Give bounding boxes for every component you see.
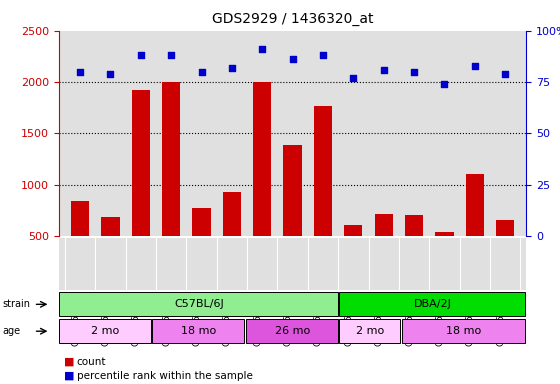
Point <box>258 46 267 52</box>
Bar <box>152 319 244 343</box>
Bar <box>339 292 525 316</box>
Point <box>197 69 206 75</box>
Bar <box>59 319 151 343</box>
Bar <box>223 192 241 288</box>
Bar <box>132 90 150 288</box>
Text: ■: ■ <box>64 357 75 367</box>
Point <box>76 69 85 75</box>
Point <box>167 52 176 58</box>
Text: 18 mo: 18 mo <box>446 326 482 336</box>
Text: ■: ■ <box>64 371 75 381</box>
Point <box>349 75 358 81</box>
Bar <box>435 232 454 288</box>
Text: 2 mo: 2 mo <box>356 326 385 336</box>
Bar <box>344 225 362 288</box>
Bar <box>283 145 302 288</box>
Point <box>136 52 145 58</box>
Point <box>227 65 236 71</box>
Text: GDS2929 / 1436320_at: GDS2929 / 1436320_at <box>212 12 374 25</box>
Bar <box>466 174 484 288</box>
Bar <box>375 214 393 288</box>
Point <box>409 69 418 75</box>
Text: 18 mo: 18 mo <box>181 326 217 336</box>
Text: DBA/2J: DBA/2J <box>414 299 452 310</box>
Bar <box>253 82 272 288</box>
Bar <box>246 319 338 343</box>
Bar <box>402 319 525 343</box>
Text: 26 mo: 26 mo <box>275 326 310 336</box>
Point <box>501 71 510 77</box>
Bar <box>101 217 119 288</box>
Bar <box>339 319 400 343</box>
Text: percentile rank within the sample: percentile rank within the sample <box>77 371 253 381</box>
Point <box>440 81 449 87</box>
Bar <box>314 106 332 288</box>
Point <box>470 63 479 69</box>
Point <box>288 56 297 63</box>
Text: strain: strain <box>3 299 31 310</box>
Bar <box>162 82 180 288</box>
Bar <box>405 215 423 288</box>
Bar <box>496 220 514 288</box>
Point <box>379 67 388 73</box>
Bar <box>71 201 89 288</box>
Text: 2 mo: 2 mo <box>91 326 120 336</box>
Text: C57BL/6J: C57BL/6J <box>174 299 224 310</box>
Text: age: age <box>3 326 21 336</box>
Point <box>106 71 115 77</box>
Bar <box>193 208 211 288</box>
Bar <box>59 292 338 316</box>
Text: count: count <box>77 357 106 367</box>
Point <box>319 52 328 58</box>
